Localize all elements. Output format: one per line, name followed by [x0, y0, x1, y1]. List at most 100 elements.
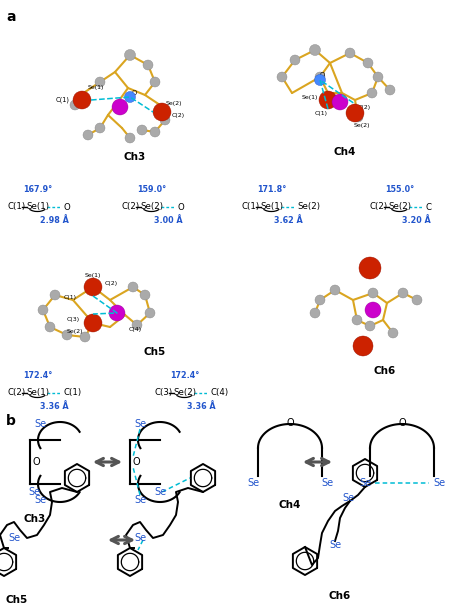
Text: Ch4: Ch4: [334, 147, 356, 157]
Text: O: O: [320, 72, 325, 78]
Text: O: O: [133, 457, 141, 467]
Text: Se: Se: [247, 478, 259, 488]
Text: Se(2): Se(2): [297, 203, 320, 211]
Text: Ch5: Ch5: [144, 347, 166, 357]
Circle shape: [150, 77, 160, 87]
Text: Se(1): Se(1): [260, 203, 283, 211]
Text: C(4): C(4): [129, 328, 142, 333]
Text: Se: Se: [342, 493, 354, 503]
Text: C(1): C(1): [64, 389, 82, 397]
Circle shape: [363, 58, 373, 68]
Text: 3.20 Å: 3.20 Å: [402, 216, 431, 225]
Text: C(2): C(2): [172, 113, 185, 118]
Circle shape: [365, 302, 381, 318]
Circle shape: [388, 328, 398, 338]
Text: O: O: [398, 418, 406, 428]
Circle shape: [330, 285, 340, 295]
Circle shape: [359, 257, 381, 279]
Circle shape: [70, 100, 80, 110]
Text: C(1): C(1): [56, 97, 70, 103]
Text: 159.0°: 159.0°: [137, 185, 166, 194]
Circle shape: [315, 75, 326, 86]
Text: 172.4°: 172.4°: [170, 371, 199, 380]
Circle shape: [95, 123, 105, 133]
Text: Ch3: Ch3: [124, 152, 146, 162]
Text: Se: Se: [134, 533, 146, 543]
Circle shape: [62, 330, 72, 340]
Text: Se(2): Se(2): [354, 123, 371, 128]
Circle shape: [50, 290, 60, 300]
Text: C(2): C(2): [122, 203, 140, 211]
Text: O: O: [33, 457, 41, 467]
Text: Se(1): Se(1): [85, 272, 101, 277]
Circle shape: [373, 72, 383, 82]
Text: Se(2): Se(2): [66, 328, 83, 333]
Text: O: O: [132, 90, 137, 96]
Text: C(1): C(1): [315, 110, 328, 116]
Text: Se(1): Se(1): [26, 389, 49, 397]
Circle shape: [277, 72, 287, 82]
Circle shape: [315, 295, 325, 305]
Circle shape: [353, 112, 363, 122]
Text: C(2): C(2): [8, 389, 26, 397]
Text: C(1): C(1): [64, 294, 77, 299]
Text: Se: Se: [359, 478, 371, 488]
Circle shape: [132, 320, 142, 330]
Text: Se(2): Se(2): [166, 102, 182, 107]
Text: Se: Se: [321, 478, 333, 488]
Text: 3.00 Å: 3.00 Å: [154, 216, 182, 225]
Circle shape: [352, 315, 362, 325]
Text: Se: Se: [28, 487, 40, 497]
Text: Ch5: Ch5: [6, 595, 28, 605]
Circle shape: [137, 125, 147, 135]
Circle shape: [365, 321, 375, 331]
Circle shape: [145, 308, 155, 318]
Circle shape: [84, 278, 102, 296]
Circle shape: [38, 305, 48, 315]
Text: Se: Se: [34, 495, 46, 505]
Text: C(2): C(2): [105, 280, 118, 285]
Circle shape: [125, 49, 136, 60]
Circle shape: [84, 314, 102, 332]
Text: C(2): C(2): [358, 105, 371, 110]
Text: C(1): C(1): [242, 203, 260, 211]
Circle shape: [315, 72, 325, 82]
Text: 2.98 Å: 2.98 Å: [40, 216, 69, 225]
Text: a: a: [6, 10, 16, 24]
Circle shape: [345, 48, 355, 58]
Text: 3.62 Å: 3.62 Å: [274, 216, 303, 225]
Text: Se: Se: [134, 495, 146, 505]
Circle shape: [332, 94, 348, 110]
Circle shape: [353, 336, 373, 356]
Circle shape: [128, 282, 138, 292]
Text: C(4): C(4): [210, 389, 228, 397]
Circle shape: [160, 115, 170, 125]
Text: Se: Se: [134, 419, 146, 429]
Text: Ch6: Ch6: [329, 591, 351, 601]
Circle shape: [385, 85, 395, 95]
Text: Se(1): Se(1): [26, 203, 49, 211]
Circle shape: [45, 322, 55, 332]
Circle shape: [125, 133, 135, 143]
Text: C: C: [425, 203, 431, 211]
Text: Ch4: Ch4: [279, 500, 301, 510]
Text: Se(1): Se(1): [301, 94, 318, 100]
Circle shape: [73, 91, 91, 109]
Circle shape: [412, 295, 422, 305]
Circle shape: [290, 55, 300, 65]
Text: Ch3: Ch3: [24, 514, 46, 524]
Circle shape: [368, 288, 378, 298]
Text: b: b: [6, 414, 16, 428]
Circle shape: [310, 44, 320, 55]
Text: 172.4°: 172.4°: [23, 371, 52, 380]
Circle shape: [346, 104, 364, 122]
Circle shape: [109, 305, 125, 321]
Circle shape: [319, 91, 337, 109]
Text: 3.36 Å: 3.36 Å: [187, 402, 216, 411]
Circle shape: [125, 92, 136, 102]
Text: Se(2): Se(2): [140, 203, 163, 211]
Text: Ch6: Ch6: [374, 366, 396, 376]
Text: 155.0°: 155.0°: [385, 185, 414, 194]
Circle shape: [310, 308, 320, 318]
Text: C(2): C(2): [370, 203, 388, 211]
